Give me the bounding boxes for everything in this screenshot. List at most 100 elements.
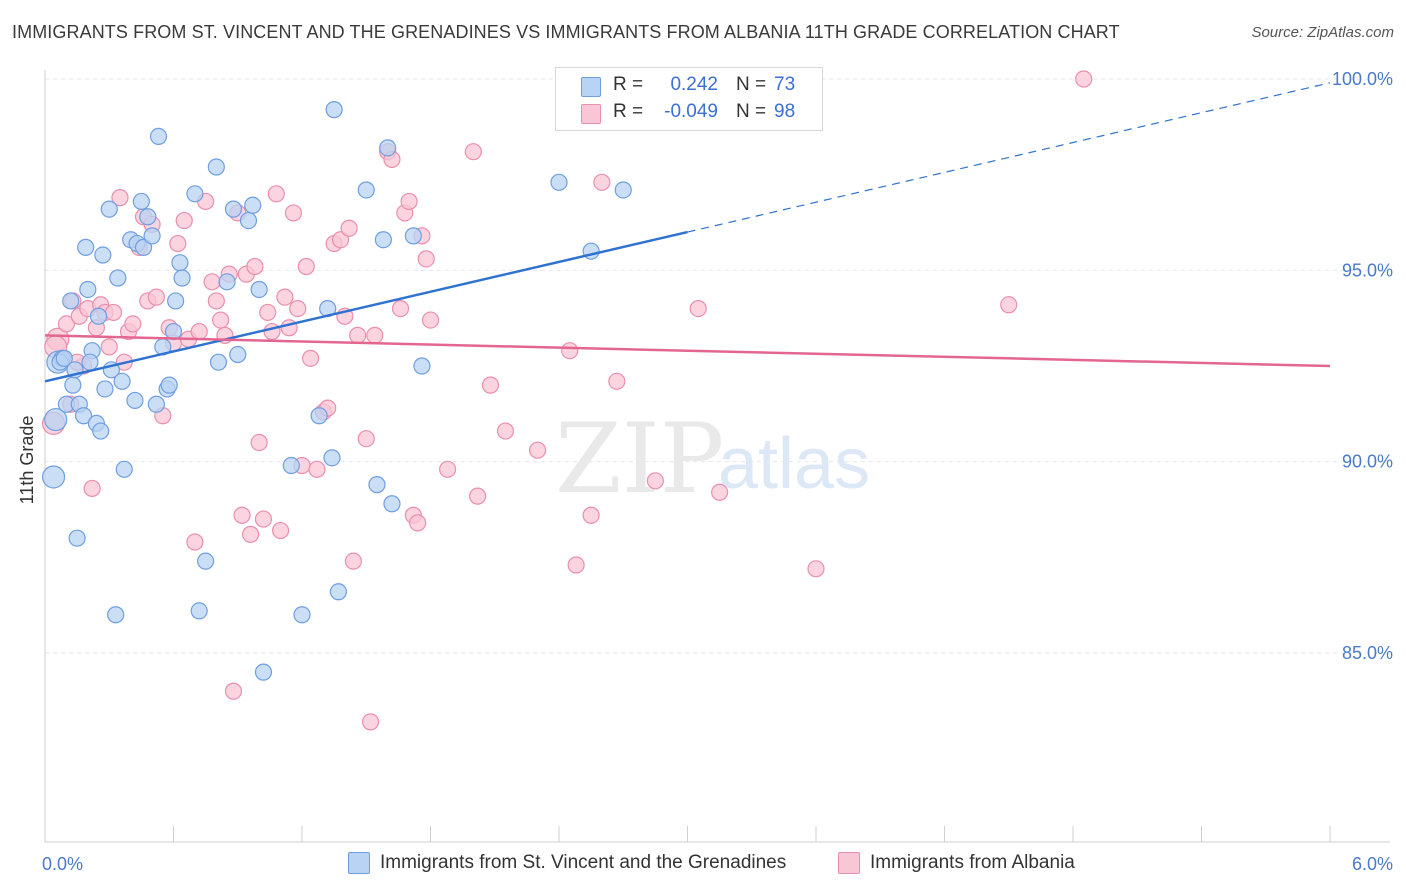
y-tick-label: 100.0% (1332, 69, 1393, 89)
st-vincent-point (64, 376, 82, 394)
correlation-legend: R = 0.242 N = 73 R = -0.049 N = 98 (555, 67, 823, 131)
st-vincent-point (55, 349, 73, 367)
albania-point (57, 315, 76, 333)
st-vincent-point (293, 606, 311, 624)
y-tick-label: 95.0% (1342, 260, 1393, 280)
albania-point (297, 257, 315, 276)
albania-point (711, 483, 729, 501)
grid-lines (45, 78, 1390, 654)
st-vincent-point (126, 391, 144, 410)
legend-r-value: 0.242 (670, 74, 718, 95)
albania-point (608, 372, 626, 390)
albania-point (1075, 70, 1093, 88)
st-vincent-point (74, 407, 93, 425)
albania-point (263, 322, 281, 341)
st-vincent-point (329, 583, 348, 601)
albania-point (271, 521, 290, 540)
albania-point (561, 342, 579, 360)
albania-point (190, 322, 208, 341)
st-vincent-point (79, 280, 97, 299)
albania-point (349, 326, 367, 344)
legend-n-value: 73 (774, 74, 796, 95)
st-vincent-point (282, 456, 300, 475)
albania-point (646, 472, 664, 490)
st-vincent-point (113, 372, 131, 390)
albania-point (400, 192, 418, 211)
st-vincent-point (89, 307, 108, 325)
albania-point (207, 292, 225, 310)
albania-point (276, 288, 294, 306)
st-vincent-point (149, 127, 168, 145)
albania-point (357, 430, 375, 448)
bottom-legend-label-blue: Immigrants from St. Vincent and the Gren… (380, 852, 787, 874)
st-vincent-point (62, 292, 80, 310)
y-tick-label: 90.0% (1342, 452, 1393, 472)
albania-point (267, 185, 285, 203)
st-vincent-point (96, 380, 114, 398)
bottom-legend-swatch-pink (838, 852, 860, 874)
st-vincent-point (209, 353, 228, 371)
st-vincent-point (357, 181, 375, 199)
st-vincent-point (383, 495, 401, 513)
bottom-legend-swatch-blue (348, 852, 370, 874)
albania-point (689, 300, 707, 318)
st-vincent-point (41, 465, 66, 489)
albania-point (593, 173, 611, 191)
albania-point (284, 204, 303, 222)
axes (44, 70, 1390, 843)
albania-point (242, 525, 260, 543)
albania-point (1000, 296, 1018, 314)
albania-point (289, 300, 307, 318)
st-vincent-point (173, 269, 191, 287)
watermark-atlas: atlas (718, 424, 870, 504)
tick-labels: 85.0% 90.0% 95.0% 100.0% 0.0% 6.0% (42, 69, 1393, 874)
x-tick-label: 6.0% (1352, 854, 1393, 874)
legend-r-label: R = (613, 74, 644, 95)
st-vincent-point (374, 231, 392, 249)
albania-point (169, 234, 187, 253)
st-vincent-point (197, 552, 215, 570)
albania-point (308, 460, 326, 478)
albania-point (233, 506, 251, 524)
albania-point (366, 326, 384, 344)
albania-point (469, 487, 487, 505)
bottom-legend-label-pink: Immigrants from Albania (870, 852, 1075, 874)
albania-point (203, 273, 221, 291)
st-vincent-point (325, 101, 343, 119)
chart-title: IMMIGRANTS FROM ST. VINCENT AND THE GREN… (12, 22, 1120, 42)
albania-point (124, 315, 142, 333)
st-vincent-point (379, 139, 397, 157)
legend-n-label: N = (736, 74, 767, 95)
st-vincent-point (323, 449, 341, 467)
albania-point (409, 514, 427, 532)
albania-point (361, 713, 380, 731)
albania-point (212, 311, 230, 329)
st-vincent-point (404, 227, 422, 245)
st-vincent-point (94, 246, 112, 264)
st-vincent-point (244, 196, 262, 214)
st-vincent-point (134, 238, 153, 256)
st-vincent-point (143, 227, 161, 245)
st-vincent-trend-line (44, 230, 688, 383)
st-vincent-point (81, 353, 99, 371)
st-vincent-point (167, 292, 185, 310)
st-vincent-point (77, 238, 95, 256)
albania-point (481, 376, 500, 394)
legend-r-value: -0.049 (664, 101, 718, 122)
series-albania-points (41, 70, 1093, 731)
albania-point (464, 143, 482, 161)
albania-point (807, 560, 825, 578)
albania-point (301, 349, 320, 367)
albania-point (567, 556, 585, 574)
st-vincent-point (550, 173, 568, 191)
source-label: Source: ZipAtlas.com (1251, 24, 1394, 41)
albania-point (147, 288, 165, 306)
albania-point (83, 479, 101, 498)
albania-point (496, 422, 515, 440)
st-vincent-point (109, 269, 127, 287)
watermark-zip: ZIP (555, 403, 724, 515)
albania-point (344, 552, 362, 570)
albania-point (224, 682, 243, 700)
bottom-legend-pink: Immigrants from Albania (838, 852, 1075, 876)
albania-point (186, 533, 204, 551)
